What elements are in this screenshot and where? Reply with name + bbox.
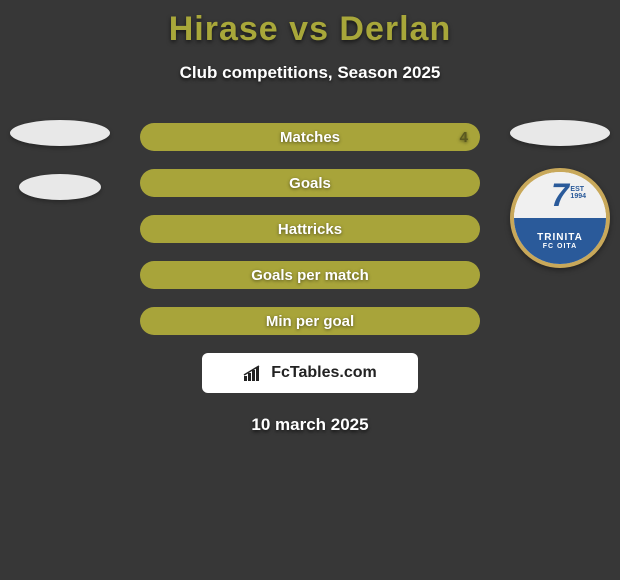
stat-label: Min per goal	[266, 313, 354, 330]
logo-name1: TRINITA	[537, 232, 583, 243]
logo-est-label: EST	[570, 186, 584, 193]
right-ellipse	[510, 120, 610, 146]
left-ellipse-2	[19, 174, 101, 200]
team-logo-trinita: 7 EST 1994 TRINITA FC OITA	[510, 168, 610, 268]
logo-seven-text: 7	[551, 177, 569, 214]
stat-row-hattricks: Hattricks	[140, 215, 480, 243]
brand-box: FcTables.com	[202, 353, 418, 393]
stat-row-gpm: Goals per match	[140, 261, 480, 289]
stat-label: Goals per match	[251, 267, 369, 284]
logo-bottom: TRINITA FC OITA	[514, 218, 606, 264]
page-title: Hirase vs Derlan	[0, 0, 620, 49]
left-ellipse-1	[10, 120, 110, 146]
content: Hirase vs Derlan Club competitions, Seas…	[0, 0, 620, 580]
stat-label: Matches	[280, 129, 340, 146]
stat-label: Goals	[289, 175, 331, 192]
logo-seven: 7 EST 1994	[514, 172, 606, 218]
date-text: 10 march 2025	[0, 415, 620, 435]
stat-row-goals: Goals	[140, 169, 480, 197]
logo-name2: FC OITA	[543, 243, 577, 250]
brand-text: FcTables.com	[271, 364, 377, 382]
stat-row-matches: Matches 4	[140, 123, 480, 151]
logo-year-label: 1994	[570, 193, 586, 200]
logo-est: EST 1994	[570, 186, 586, 200]
left-player-badges	[10, 120, 110, 200]
stat-value-right: 4	[460, 129, 468, 146]
right-player-badges: 7 EST 1994 TRINITA FC OITA	[510, 120, 610, 268]
bars-icon	[243, 364, 265, 382]
stat-row-mpg: Min per goal	[140, 307, 480, 335]
stat-label: Hattricks	[278, 221, 342, 238]
subtitle: Club competitions, Season 2025	[0, 63, 620, 83]
